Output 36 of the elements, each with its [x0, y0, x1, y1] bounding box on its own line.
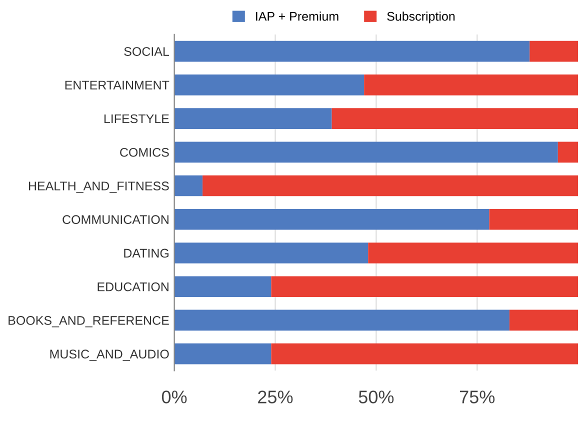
- bar: [174, 40, 530, 62]
- bar: [368, 242, 578, 264]
- bar: [174, 310, 510, 331]
- bar: [174, 142, 558, 163]
- bar: [174, 74, 364, 96]
- y-tick-label: DATING: [124, 248, 169, 258]
- y-tick-label: BOOKS_AND_REFERENCE: [8, 316, 169, 328]
- bar: [202, 175, 578, 196]
- x-tick-label: 50%: [358, 390, 394, 404]
- bar: [509, 310, 578, 331]
- y-tick-label: LIFESTYLE: [104, 114, 169, 124]
- bar: [364, 74, 578, 96]
- y-tick-label: MUSIC_AND_AUDIO: [50, 350, 169, 361]
- y-tick-label: ENTERTAINMENT: [65, 80, 170, 90]
- bar: [174, 175, 203, 196]
- bar: [174, 276, 272, 298]
- x-tick-label: 0%: [162, 390, 187, 404]
- bar: [332, 108, 578, 129]
- bar: [530, 40, 578, 62]
- y-tick-label: COMICS: [120, 148, 169, 157]
- legend-label: Subscription: [387, 12, 455, 24]
- y-tick-label: HEALTH_AND_FITNESS: [28, 182, 169, 193]
- y-tick-label: COMMUNICATION: [62, 215, 168, 224]
- y-tick-label: EDUCATION: [98, 282, 168, 292]
- x-tick-label: 25%: [258, 390, 293, 404]
- bar: [174, 108, 332, 129]
- bar: [271, 276, 578, 298]
- y-tick-label: SOCIAL: [124, 47, 170, 56]
- bar: [489, 208, 578, 230]
- bar: [271, 343, 578, 364]
- bar: [174, 208, 490, 230]
- bar: [558, 142, 578, 163]
- bar: [174, 242, 368, 264]
- x-tick-label: 75%: [460, 390, 495, 404]
- bar: [174, 343, 272, 364]
- legend-label: IAP + Premium: [256, 12, 338, 21]
